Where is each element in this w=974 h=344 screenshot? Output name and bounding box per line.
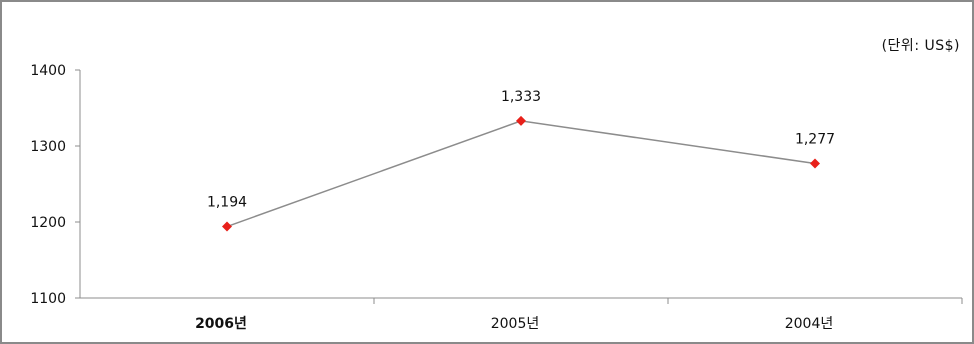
y-tick-label: 1100 — [30, 291, 66, 307]
x-ticks: 2006년 2005년 2004년 — [195, 298, 963, 332]
x-tick-label: 2006년 — [195, 316, 247, 332]
data-point — [516, 115, 526, 126]
unit-note: (단위: US$) — [882, 38, 960, 54]
data-point — [810, 158, 820, 169]
data-label: 1,333 — [501, 89, 541, 105]
series-line — [226, 120, 816, 228]
data-label: 1,277 — [795, 131, 835, 147]
x-tick-label: 2004년 — [785, 316, 834, 332]
data-label: 1,194 — [207, 195, 247, 211]
data-point — [222, 221, 232, 232]
y-tick-label: 1400 — [30, 63, 66, 79]
series: 1,194 1,333 1,277 — [207, 89, 835, 232]
y-tick-label: 1300 — [30, 139, 66, 155]
x-tick-label: 2005년 — [491, 316, 540, 332]
y-tick-label: 1200 — [30, 215, 66, 231]
y-ticks: 1100 1200 1300 1400 — [30, 63, 80, 307]
